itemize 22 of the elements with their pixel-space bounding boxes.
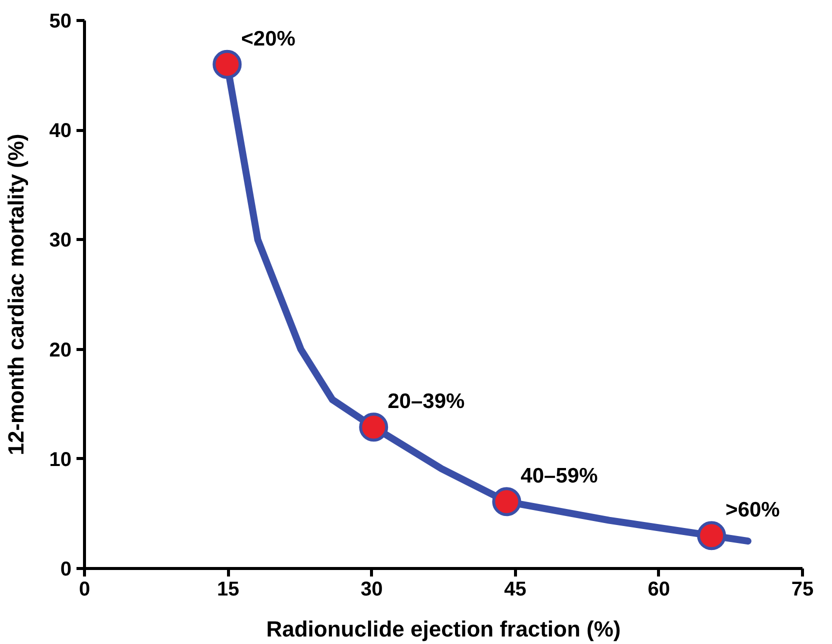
x-tick-label: 15 — [216, 578, 240, 600]
y-tick-label: 10 — [49, 448, 72, 471]
y-tick-label: 30 — [49, 230, 72, 252]
annotation: <20% — [241, 27, 296, 50]
annotation: 20–39% — [388, 390, 466, 414]
x-tick-label: 45 — [504, 578, 526, 600]
x-tick-label: 75 — [791, 578, 814, 600]
annotation: 40–59% — [520, 464, 598, 488]
x-tick-label: 0 — [78, 578, 90, 600]
point — [359, 412, 388, 442]
x-tick-label: 60 — [648, 578, 670, 600]
point — [492, 487, 522, 516]
point — [212, 50, 242, 79]
y-tick-label: 50 — [49, 10, 72, 32]
y-tick-label: 20 — [49, 339, 72, 362]
y-tick-label: 0 — [60, 558, 72, 580]
x-tick-label: 30 — [360, 578, 383, 600]
annotation: >60% — [726, 498, 780, 522]
point — [697, 521, 726, 550]
y-axis-title: 12-month cardiac mortality (%) — [3, 134, 28, 456]
y-tick-label: 40 — [49, 120, 72, 142]
x-axis-title: Radionuclide ejection fraction (%) — [266, 616, 621, 642]
